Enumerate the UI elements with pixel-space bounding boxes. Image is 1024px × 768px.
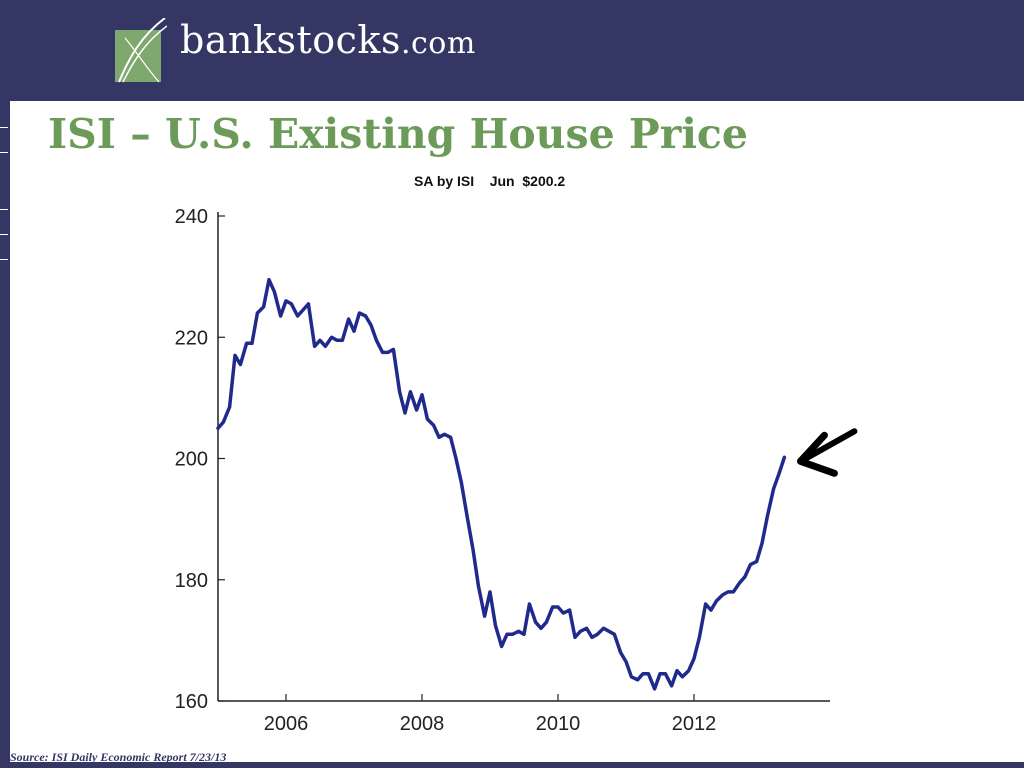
bankstocks-logo-icon bbox=[115, 18, 167, 83]
y-tick-label: 180 bbox=[175, 570, 208, 592]
series-line bbox=[216, 277, 787, 691]
chart-subtitle: SA by ISI Jun $200.2 bbox=[414, 173, 566, 189]
logo-text: bankstocks bbox=[180, 18, 401, 62]
arrow-head bbox=[796, 431, 838, 477]
house-price-line-chart: 160 180 200 220 240 2006 2008 2010 2012 bbox=[175, 206, 858, 735]
logo-wordmark[interactable]: bankstocks.com bbox=[180, 18, 476, 62]
x-tick-label: 2010 bbox=[536, 713, 581, 735]
x-tick-label: 2006 bbox=[264, 713, 309, 735]
annotation-arrow-icon bbox=[796, 428, 858, 477]
x-tick-label: 2012 bbox=[672, 713, 717, 735]
slide-title: ISI – U.S. Existing House Price bbox=[48, 110, 748, 158]
y-tick-label: 200 bbox=[175, 449, 208, 471]
logo-suffix: .com bbox=[400, 26, 476, 61]
header-bar: bankstocks.com bbox=[0, 0, 1024, 101]
y-tick-label: 160 bbox=[175, 691, 208, 713]
x-tick-label: 2008 bbox=[400, 713, 445, 735]
y-tick-label: 240 bbox=[175, 206, 208, 228]
footer-band bbox=[0, 762, 1024, 768]
source-note: Source: ISI Daily Economic Report 7/23/1… bbox=[10, 750, 227, 764]
arrow-shaft bbox=[801, 428, 858, 463]
slide-margin-marks bbox=[0, 101, 22, 301]
y-tick-label: 220 bbox=[175, 327, 208, 349]
